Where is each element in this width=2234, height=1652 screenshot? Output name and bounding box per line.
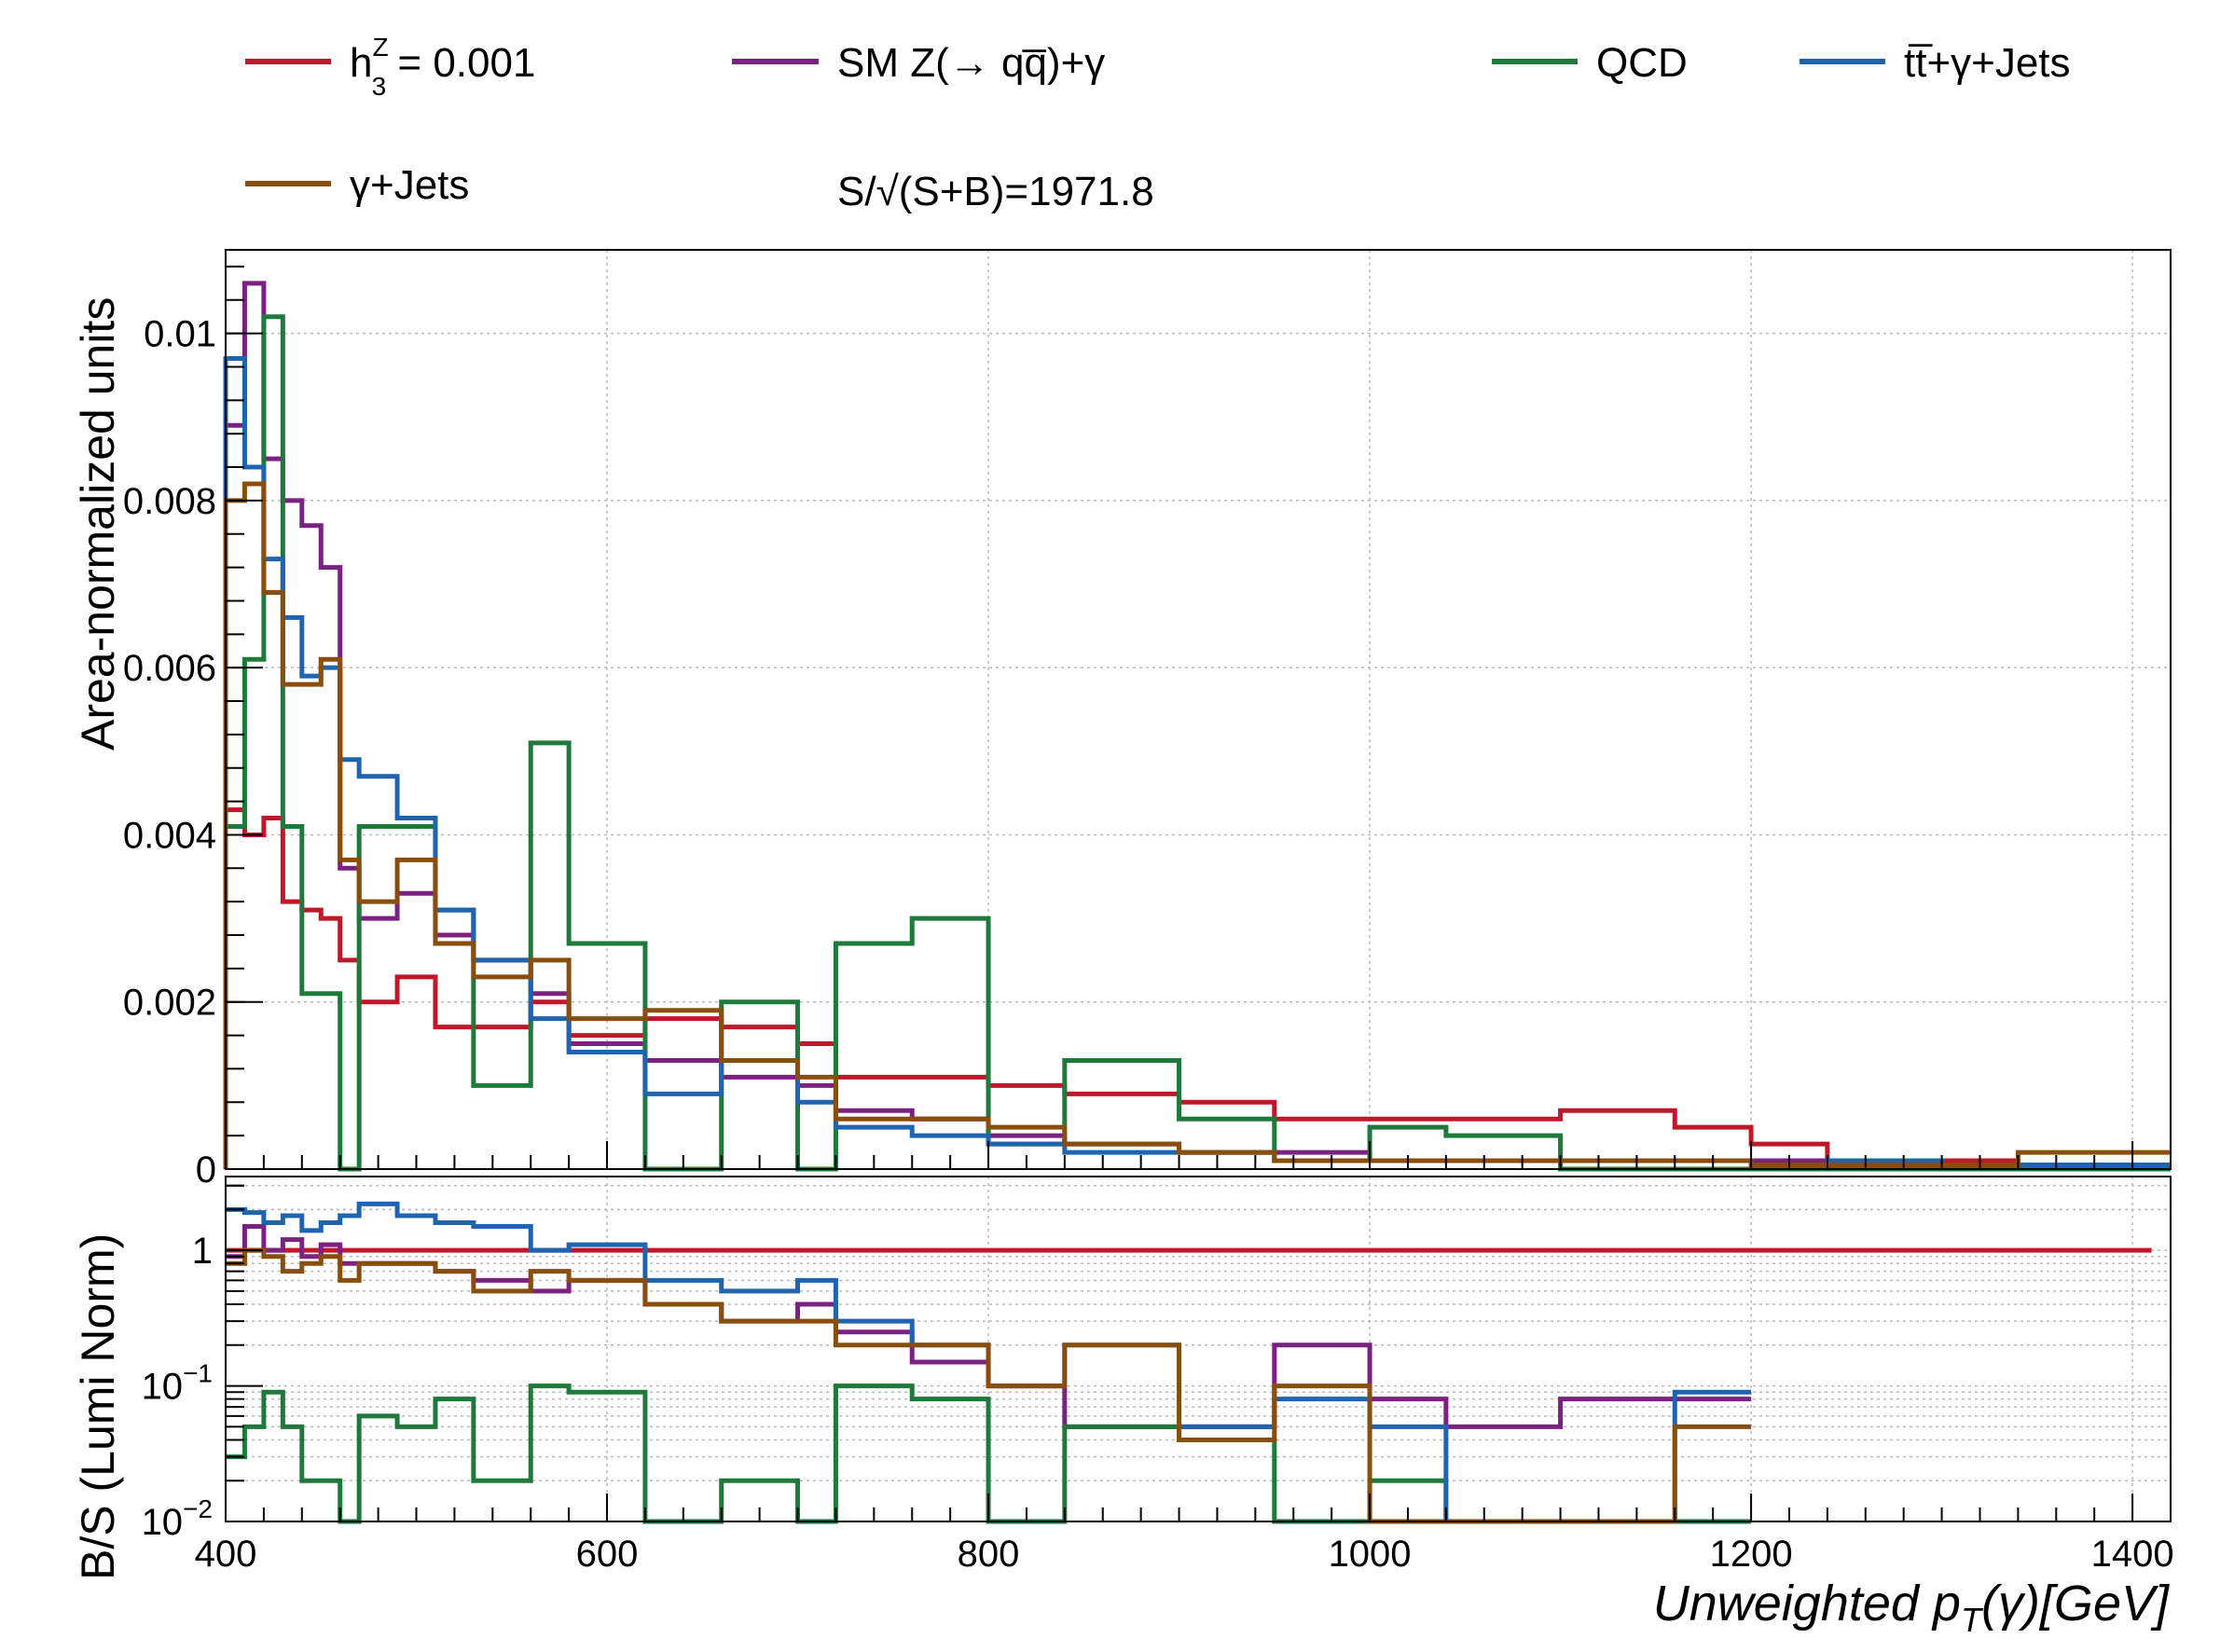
legend-label-signal: hZ 3 = 0.001 xyxy=(350,33,535,101)
bottom-ytick-label: 10−2 xyxy=(142,1494,213,1543)
bottom-xtick-label: 1400 xyxy=(2091,1534,2174,1575)
top-grid xyxy=(225,250,2171,1170)
bottom-xtick-label: 600 xyxy=(576,1534,639,1575)
bottom-frame xyxy=(225,1176,2172,1522)
top-ytick-label: 0.002 xyxy=(123,983,216,1024)
bottom-series xyxy=(226,1201,2152,1524)
legend-label-gjets: γ+Jets xyxy=(350,162,469,208)
top-series-3 xyxy=(223,356,2171,1169)
top-ytick-label: 0.01 xyxy=(144,314,216,355)
legend-label-qcd: QCD xyxy=(1596,40,1688,86)
top-series-2 xyxy=(223,314,2171,1172)
legend-label-sm: SM Z(→ qq̅)+γ xyxy=(837,40,1105,86)
x-axis-title: Unweighted pT(γ)[GeV] xyxy=(1653,1576,2171,1639)
top-series-1 xyxy=(223,281,2171,1169)
top-axes: 0 0.002 0.004 0.006 0.008 0.01 xyxy=(123,265,2172,1191)
top-ytick-label: 0.006 xyxy=(123,648,216,689)
top-panel: 0 0.002 0.004 0.006 0.008 0.01 Area-normalize… xyxy=(72,249,2172,1191)
top-series-0 xyxy=(223,807,2171,1169)
bottom-series-4 xyxy=(226,1247,1752,1524)
bottom-axes: 400 600 800 1000 1200 1400 1 10−1 10−2 xyxy=(142,1184,2174,1575)
significance-label: S/√(S+B)=1971.8 xyxy=(837,169,1154,214)
legend-label-ttbar: tt̅+γ+Jets xyxy=(1904,40,2071,86)
top-series-4 xyxy=(223,481,2171,1169)
bottom-xtick-label: 400 xyxy=(195,1534,257,1575)
bottom-ytick-label: 1 xyxy=(192,1231,213,1272)
bottom-ylabel: B/S (Lumi Norm) xyxy=(72,1233,124,1580)
legend: hZ 3 = 0.001 SM Z(→ qq̅)+γ QCD tt̅+γ+Jets… xyxy=(245,33,2071,214)
top-ytick-label: 0.004 xyxy=(123,815,216,856)
bottom-ytick-label: 10−1 xyxy=(142,1359,213,1408)
bottom-panel: 400 600 800 1000 1200 1400 1 10−1 10−2 B/S (Lumi… xyxy=(72,1176,2174,1639)
top-series xyxy=(223,281,2171,1172)
bottom-xtick-label: 800 xyxy=(958,1534,1020,1575)
top-ylabel: Area-normalized units xyxy=(72,297,124,750)
top-ytick-label: 0.008 xyxy=(123,481,216,522)
bottom-xtick-label: 1200 xyxy=(1710,1534,1793,1575)
top-ytick-label: 0 xyxy=(196,1150,216,1191)
bottom-xtick-label: 1000 xyxy=(1329,1534,1412,1575)
top-frame xyxy=(225,249,2172,1170)
